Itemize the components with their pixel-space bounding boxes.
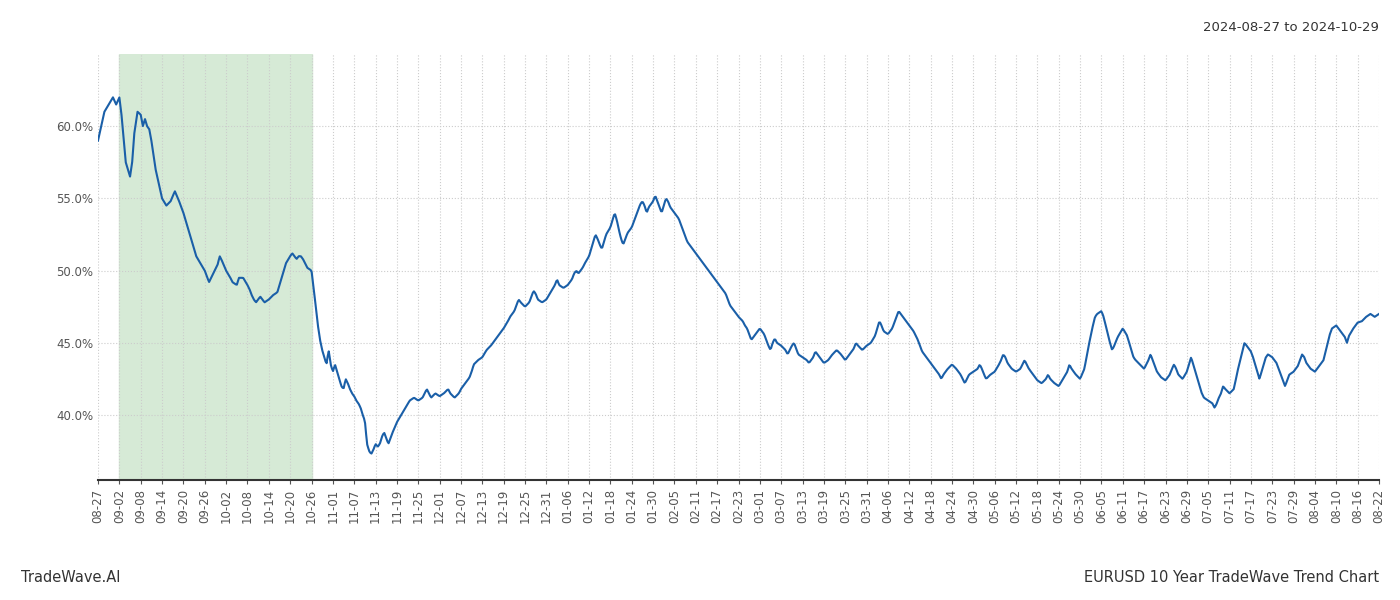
- Text: TradeWave.AI: TradeWave.AI: [21, 570, 120, 585]
- Text: 2024-08-27 to 2024-10-29: 2024-08-27 to 2024-10-29: [1203, 21, 1379, 34]
- Bar: [119, 54, 312, 480]
- Text: EURUSD 10 Year TradeWave Trend Chart: EURUSD 10 Year TradeWave Trend Chart: [1084, 570, 1379, 585]
